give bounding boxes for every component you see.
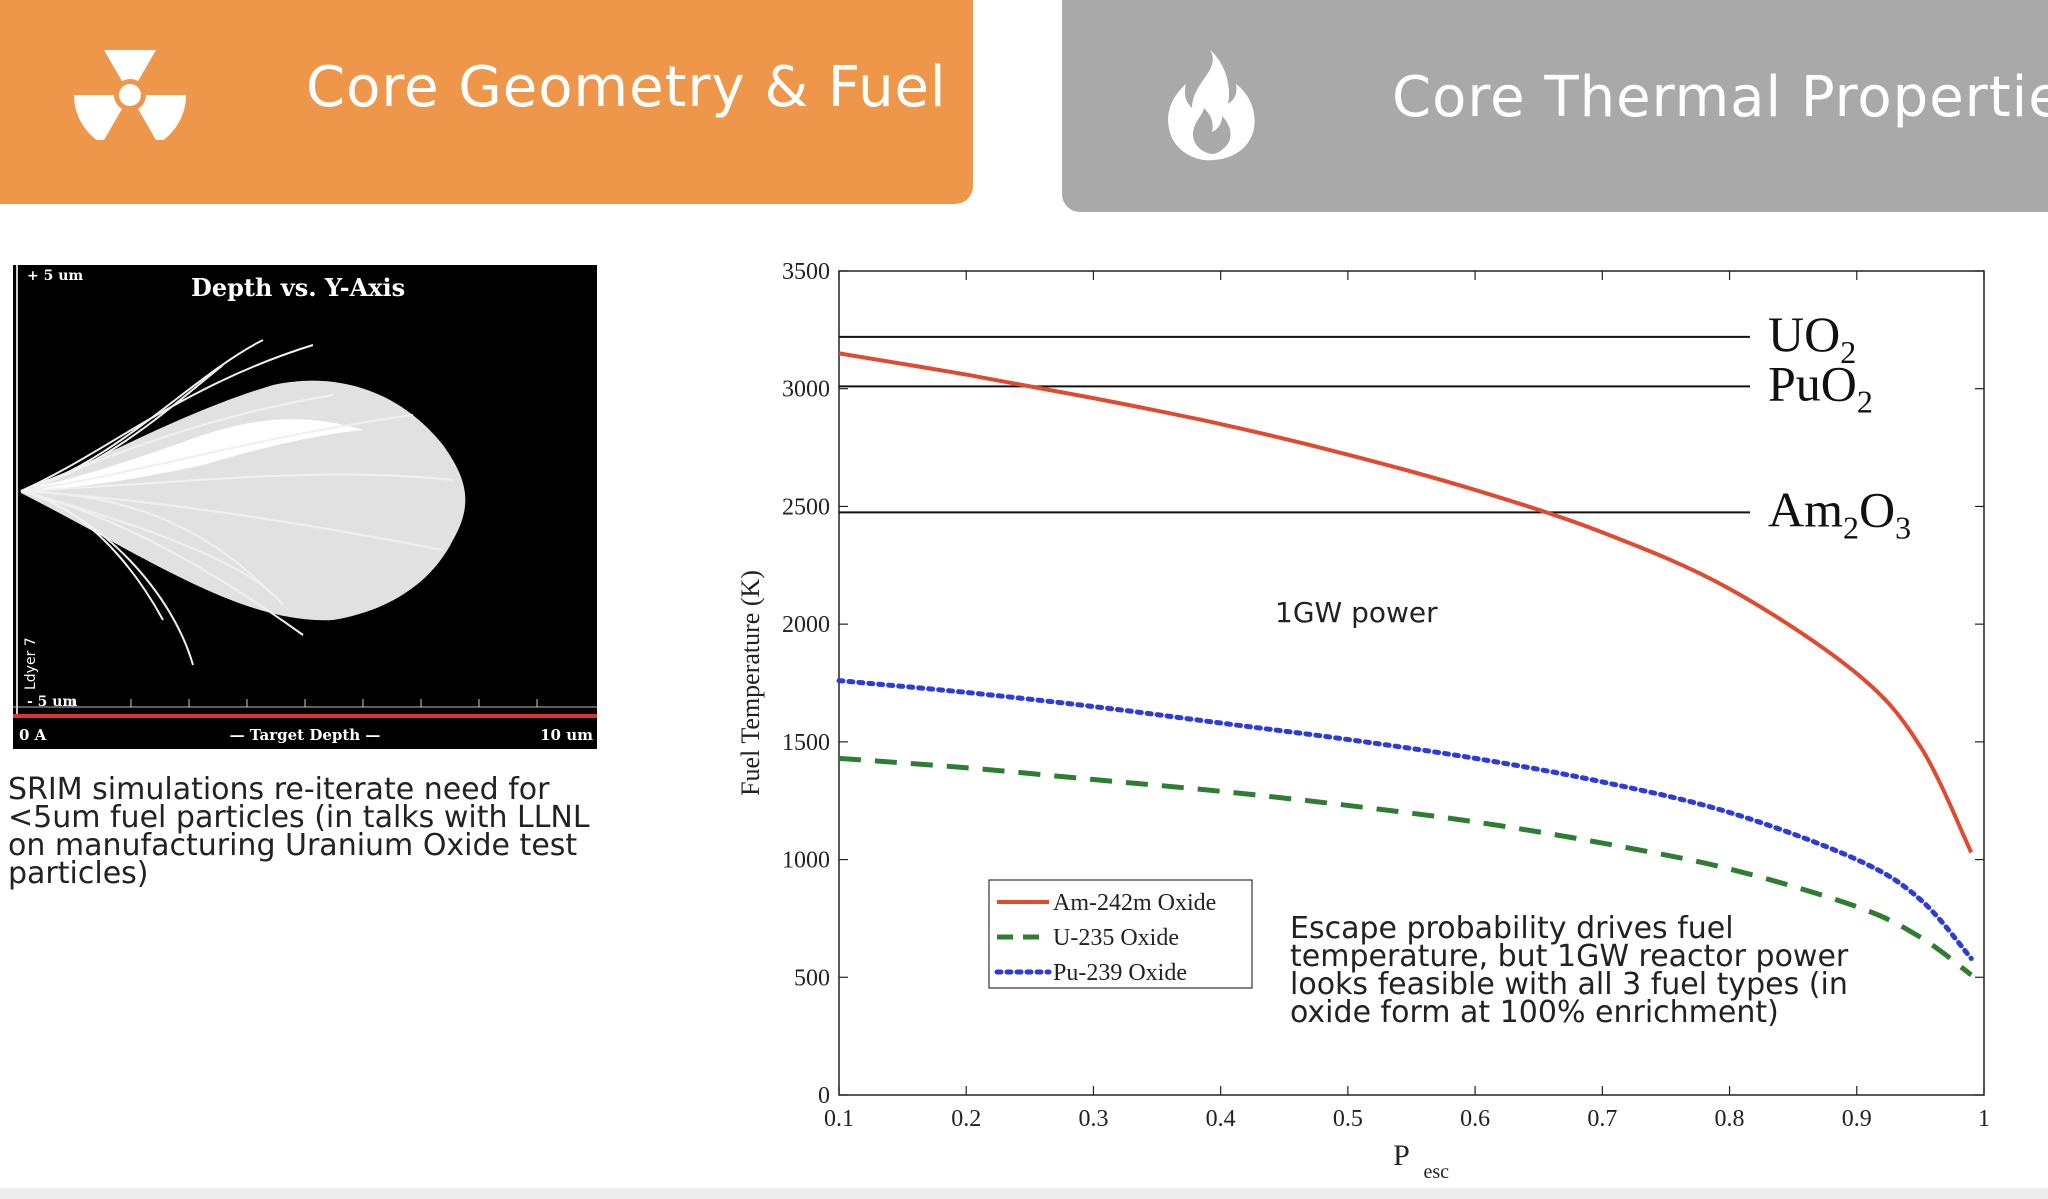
srim-plot-canvas: + 5 um - 5 um Depth vs. Y-Axis Ldyer 7 0…: [13, 265, 597, 749]
reference-line-label-part: Am: [1768, 481, 1843, 537]
reference-line-label-part: 2: [1843, 509, 1859, 545]
reference-line-label-part: UO: [1768, 306, 1840, 362]
srim-y-bottom-label: - 5 um: [27, 694, 77, 710]
x-tick-label: 0.3: [1078, 1106, 1108, 1132]
srim-plot: + 5 um - 5 um Depth vs. Y-Axis Ldyer 7 0…: [13, 265, 597, 749]
series-line-u-235-oxide: [838, 755, 1973, 977]
x-axis-label-subscript: esc: [1424, 1161, 1450, 1183]
y-tick-label: 2000: [782, 612, 830, 638]
legend-box: [988, 879, 1253, 989]
radiation-icon: [73, 50, 186, 140]
flame-icon: [1168, 50, 1255, 161]
srim-y-top-label: + 5 um: [27, 268, 83, 284]
note-annotation-line: Escape probability drives fuel: [1290, 911, 1734, 946]
reference-line-label: Am2O3: [1768, 481, 1911, 545]
x-tick-label: 0.5: [1333, 1106, 1363, 1132]
reference-line-label-part: O: [1859, 481, 1895, 537]
srim-x-right-label: 10 um: [540, 726, 593, 744]
particle-track-lines: [20, 339, 454, 666]
bottom-strip: [0, 1188, 2048, 1199]
note-annotation-line: oxide form at 100% enrichment): [1290, 995, 1779, 1030]
y-tick-label: 500: [794, 965, 830, 991]
power-annotation: 1GW power: [1275, 596, 1438, 629]
srim-x-left-label: 0 A: [19, 726, 47, 744]
note-annotation-line: temperature, but 1GW reactor power: [1290, 939, 1849, 974]
y-tick-label: 3500: [782, 259, 830, 285]
reference-line-label-part: 3: [1895, 509, 1911, 545]
srim-caption-line: on manufacturing Uranium Oxide test: [8, 828, 578, 863]
x-axis-label: P: [1393, 1139, 1410, 1172]
y-tick-label: 1500: [782, 730, 830, 756]
legend-label: Pu-239 Oxide: [1053, 960, 1187, 986]
srim-caption-line: SRIM simulations re-iterate need for: [8, 772, 550, 807]
note-annotation-line: looks feasible with all 3 fuel types (in: [1290, 967, 1848, 1002]
x-tick-label: 1: [1978, 1106, 1990, 1132]
tab-core-geometry[interactable]: Core Geometry & Fuel: [0, 0, 973, 204]
tab-core-thermal[interactable]: Core Thermal Properties: [1062, 0, 2048, 212]
fuel-temperature-chart: 0.1 0.2 0.3 0.4 0.5 0.6 0.7 0.8 0.9 1 0 500 1000 1500…: [700, 250, 2020, 1194]
y-tick-label: 1000: [782, 848, 830, 874]
x-tick-label: 0.1: [824, 1106, 854, 1132]
fuel-temperature-chart-svg: 0.1 0.2 0.3 0.4 0.5 0.6 0.7 0.8 0.9 1 0 500 1000 1500…: [736, 259, 1990, 1183]
tab-core-thermal-label: Core Thermal Properties: [1392, 65, 2048, 130]
x-tick-label: 0.2: [951, 1106, 981, 1132]
x-tick-label: 0.7: [1587, 1106, 1617, 1132]
reference-line-label-part: 2: [1840, 334, 1856, 370]
reference-line-label-part: PuO: [1768, 355, 1857, 411]
series-line-pu-239-oxide: [836, 678, 1974, 961]
x-tick-label: 0.4: [1206, 1106, 1236, 1132]
y-tick-label: 0: [818, 1083, 830, 1109]
srim-caption-line: <5um fuel particles (in talks with LLNL: [8, 800, 590, 835]
reference-line-label: UO2: [1768, 306, 1856, 370]
legend-label: Am-242m Oxide: [1053, 890, 1216, 916]
tab-core-geometry-label: Core Geometry & Fuel: [306, 55, 947, 120]
y-axis-label: Fuel Temperature (K): [736, 570, 765, 796]
particle-tracks: [21, 380, 466, 621]
srim-y-axis-label: Ldyer 7: [23, 637, 39, 690]
srim-x-center-label: — Target Depth —: [230, 726, 381, 744]
y-tick-label: 2500: [782, 494, 830, 520]
x-tick-label: 0.8: [1715, 1106, 1745, 1132]
series-line-am-242m-oxide: [838, 351, 1974, 854]
y-tick-label: 3000: [782, 377, 830, 403]
x-tick-label: 0.6: [1460, 1106, 1490, 1132]
srim-caption: SRIM simulations re-iterate need for <5u…: [8, 772, 648, 891]
x-tick-label: 0.9: [1842, 1106, 1872, 1132]
legend-label: U-235 Oxide: [1053, 925, 1179, 951]
srim-title: Depth vs. Y-Axis: [191, 273, 405, 302]
srim-caption-line: particles): [8, 856, 149, 891]
reference-line-label: PuO2: [1768, 355, 1873, 419]
reference-line-label-part: 2: [1857, 383, 1873, 419]
